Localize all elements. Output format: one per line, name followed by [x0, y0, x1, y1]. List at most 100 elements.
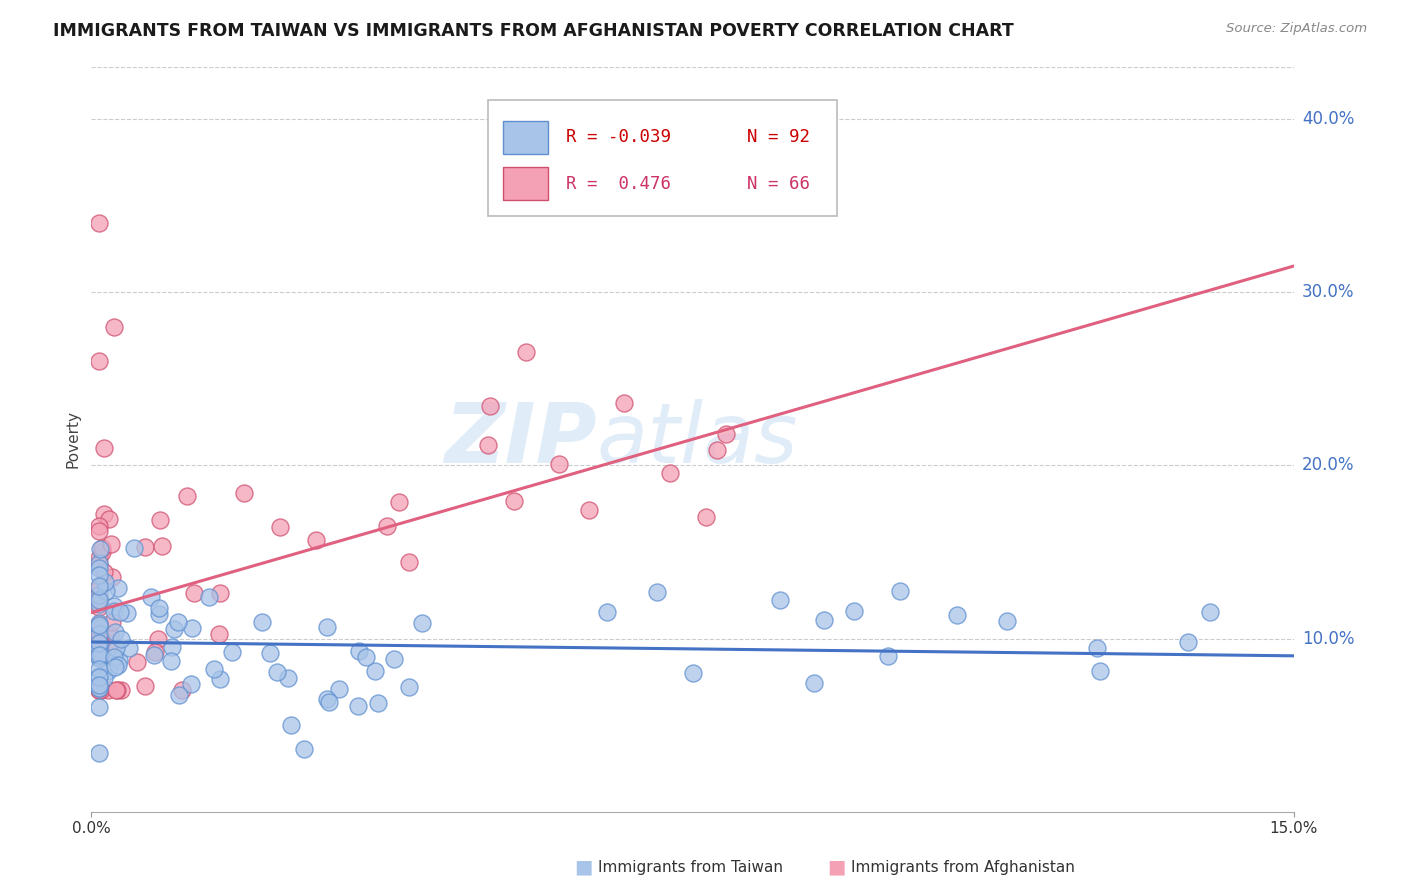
Point	[159, 655, 181, 669]
Point	[89, 618, 111, 632]
Point	[89, 681, 111, 695]
Point	[143, 645, 166, 659]
Text: ■: ■	[827, 857, 846, 877]
Point	[89, 580, 111, 594]
Point	[143, 648, 166, 662]
Point	[1177, 635, 1199, 649]
Point	[269, 520, 291, 534]
Point	[89, 700, 111, 714]
Point	[305, 533, 328, 548]
Point	[548, 457, 571, 471]
Point	[103, 649, 125, 664]
Point	[148, 601, 170, 615]
Point	[105, 683, 128, 698]
Point	[97, 664, 120, 678]
Point	[91, 541, 114, 555]
Point	[382, 652, 405, 666]
Point	[89, 580, 111, 594]
Point	[266, 665, 288, 679]
Point	[768, 592, 790, 607]
Point	[252, 615, 274, 629]
Point	[233, 485, 256, 500]
Point	[803, 676, 825, 690]
Point	[103, 319, 125, 334]
Point	[363, 664, 385, 678]
Point	[100, 569, 122, 583]
Point	[176, 489, 198, 503]
Point	[125, 656, 148, 670]
Point	[477, 438, 499, 452]
Point	[90, 648, 112, 662]
Point	[1085, 641, 1108, 656]
Point	[221, 645, 243, 659]
Point	[89, 594, 111, 608]
Point	[98, 637, 121, 651]
Point	[202, 662, 225, 676]
Point	[89, 551, 111, 566]
Point	[347, 643, 370, 657]
Point	[877, 648, 900, 663]
Point	[478, 400, 501, 414]
Point	[110, 605, 132, 619]
Text: N = 66: N = 66	[747, 175, 810, 193]
Point	[316, 692, 339, 706]
Text: Source: ZipAtlas.com: Source: ZipAtlas.com	[1226, 22, 1367, 36]
Point	[197, 590, 219, 604]
Point	[398, 555, 420, 569]
Point	[89, 648, 111, 662]
Point	[89, 640, 111, 655]
Point	[209, 673, 232, 687]
Point	[89, 593, 111, 607]
Point	[107, 658, 129, 673]
Point	[596, 605, 619, 619]
Point	[503, 493, 526, 508]
Point	[118, 640, 141, 655]
Point	[105, 641, 128, 656]
Point	[356, 649, 378, 664]
Point	[842, 604, 865, 618]
Point	[89, 620, 111, 634]
Text: N = 92: N = 92	[747, 128, 810, 146]
Point	[89, 524, 111, 538]
Point	[103, 599, 125, 613]
Point	[103, 604, 125, 618]
Point	[148, 607, 170, 622]
Point	[315, 620, 337, 634]
Point	[181, 621, 204, 635]
Point	[1199, 605, 1222, 619]
FancyBboxPatch shape	[488, 101, 837, 216]
Point	[89, 662, 111, 676]
Point	[398, 680, 420, 694]
Point	[98, 628, 121, 642]
Point	[93, 507, 115, 521]
Point	[93, 671, 115, 685]
Point	[183, 586, 205, 600]
Point	[97, 512, 120, 526]
Point	[277, 671, 299, 685]
Point	[89, 600, 111, 615]
Point	[578, 502, 600, 516]
Point	[367, 697, 389, 711]
Point	[89, 615, 111, 630]
Point	[115, 606, 138, 620]
Point	[107, 582, 129, 596]
Point	[89, 216, 111, 230]
Point	[89, 626, 111, 640]
Point	[714, 426, 737, 441]
Point	[89, 635, 111, 649]
Point	[89, 519, 111, 533]
Text: ZIP: ZIP	[444, 399, 596, 480]
Bar	[502, 167, 548, 201]
Point	[163, 623, 186, 637]
Point	[93, 565, 115, 579]
Point	[89, 588, 111, 602]
Point	[167, 688, 190, 702]
Bar	[502, 120, 548, 154]
Point	[101, 615, 124, 629]
Point	[134, 679, 156, 693]
Text: R =  0.476: R = 0.476	[567, 175, 671, 193]
Text: atlas: atlas	[596, 399, 799, 480]
Point	[172, 683, 194, 698]
Point	[89, 568, 111, 582]
Point	[208, 627, 231, 641]
